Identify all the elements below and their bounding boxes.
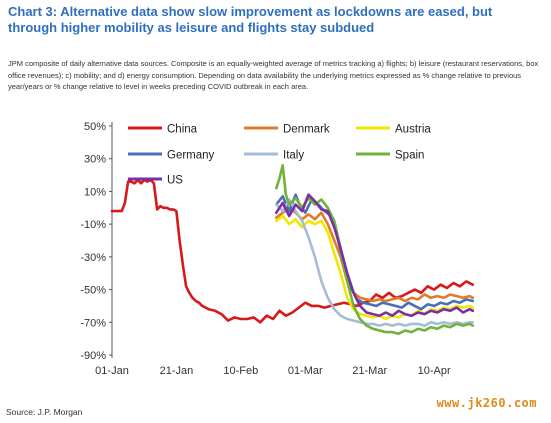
- y-tick-label: 10%: [84, 186, 106, 198]
- x-tick-label: 01-Mar: [288, 365, 323, 377]
- watermark-text: www.jk260.com: [436, 396, 537, 410]
- series-line-us: [274, 193, 475, 318]
- x-tick-label: 01-Jan: [95, 365, 129, 377]
- legend-label-germany: Germany: [167, 150, 215, 162]
- y-tick-label: -50%: [80, 285, 106, 297]
- x-tick-label: 10-Apr: [418, 365, 451, 377]
- series-line-china: [110, 178, 475, 324]
- legend-label-us: US: [167, 175, 183, 187]
- line-chart: 50% 30% 10% -10% -30% -50% -70% -90% 01-Jan 21-Ja…: [80, 121, 475, 377]
- source-note: Source: J.P. Morgan: [6, 407, 83, 417]
- chart-title: Chart 3: Alternative data show slow impr…: [8, 4, 493, 35]
- x-tick-label: 10-Feb: [223, 365, 258, 377]
- chart-subtitle: JPM composite of daily alternative data …: [8, 59, 539, 91]
- y-tick-label: 30%: [84, 154, 106, 166]
- y-tick-label: -30%: [80, 252, 106, 264]
- x-tick-label: 21-Mar: [352, 365, 387, 377]
- legend-label-china: China: [167, 124, 198, 136]
- y-tick-label: -90%: [80, 350, 106, 362]
- y-tick-label: -10%: [80, 219, 106, 231]
- y-tick-label: 50%: [84, 121, 106, 133]
- legend-label-italy: Italy: [283, 150, 304, 162]
- y-tick-label: -70%: [80, 317, 106, 329]
- legend-label-denmark: Denmark: [283, 124, 330, 136]
- series-line-austria: [274, 214, 475, 321]
- legend-label-spain: Spain: [395, 150, 424, 162]
- series-line-germany: [274, 193, 475, 311]
- x-tick-label: 21-Jan: [160, 365, 194, 377]
- series-line-italy: [274, 198, 475, 327]
- series-line-spain: [274, 164, 475, 336]
- legend-label-austria: Austria: [395, 124, 431, 136]
- series-line-denmark: [274, 206, 475, 303]
